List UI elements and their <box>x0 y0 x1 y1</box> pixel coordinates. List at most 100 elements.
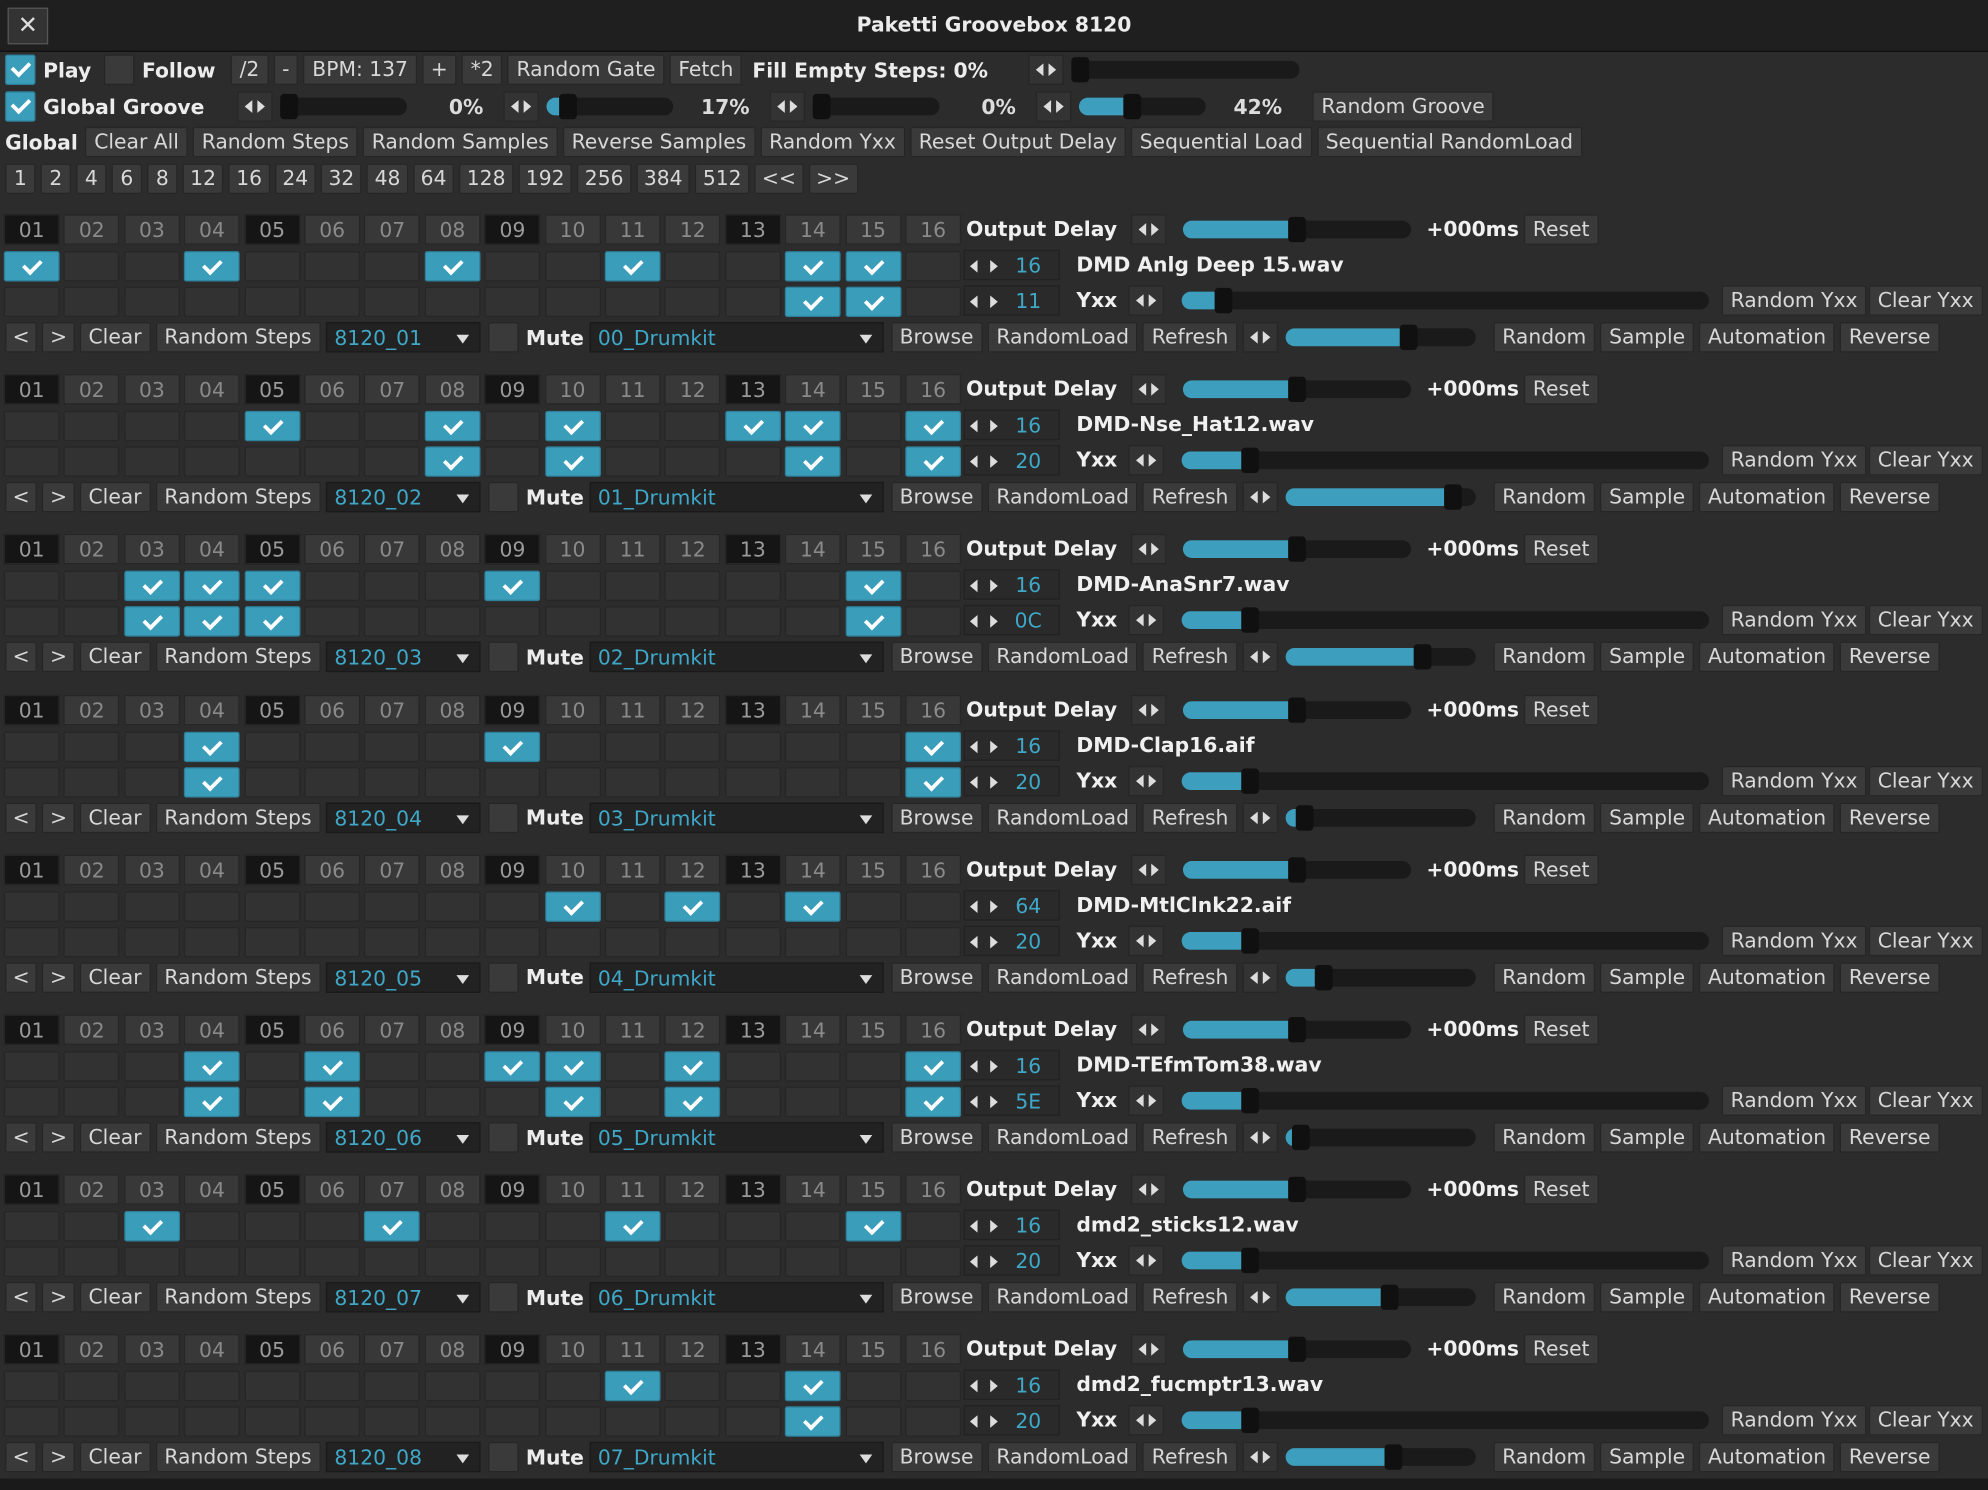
step-toggle[interactable] <box>184 251 240 282</box>
step-toggle[interactable] <box>905 1051 962 1082</box>
step-toggle[interactable] <box>3 411 60 442</box>
yxx-step-toggle[interactable] <box>664 286 721 318</box>
yxx-step-toggle[interactable] <box>724 606 781 638</box>
reverse-button[interactable]: Reverse <box>1840 1442 1940 1473</box>
yxx-step-toggle[interactable] <box>244 286 300 318</box>
yxx-step-toggle[interactable] <box>664 1406 721 1438</box>
step-toggle[interactable] <box>905 1211 962 1242</box>
random-button[interactable]: Random <box>1493 642 1596 673</box>
yxx-value-spinner[interactable]: 20 <box>963 925 1060 956</box>
instrument-dropdown[interactable]: 8120_04 <box>325 802 481 833</box>
step-toggle[interactable] <box>484 411 541 442</box>
step-toggle[interactable] <box>785 1371 841 1402</box>
bpm-half-button[interactable]: /2 <box>230 54 269 85</box>
next-button[interactable]: > <box>42 802 75 833</box>
mute-checkbox[interactable] <box>487 642 519 673</box>
output-delay-slider[interactable] <box>1182 1337 1412 1363</box>
step-length-button[interactable]: 128 <box>459 163 514 195</box>
step-toggle[interactable] <box>785 891 841 922</box>
step-toggle[interactable] <box>304 1371 361 1402</box>
step-toggle[interactable] <box>484 731 541 762</box>
close-button[interactable]: ✕ <box>7 7 49 45</box>
volume-stepper[interactable] <box>1242 962 1278 993</box>
volume-slider[interactable] <box>1285 1284 1476 1311</box>
randomload-button[interactable]: RandomLoad <box>987 322 1138 353</box>
step-toggle[interactable] <box>304 731 361 762</box>
yxx-step-toggle[interactable] <box>3 1406 60 1438</box>
steps-count-spinner[interactable]: 16 <box>963 249 1060 281</box>
clear-yxx-button[interactable]: Clear Yxx <box>1868 1245 1983 1276</box>
step-toggle[interactable] <box>304 1051 361 1082</box>
randomload-button[interactable]: RandomLoad <box>987 642 1138 673</box>
yxx-step-toggle[interactable] <box>184 926 240 958</box>
steps-count-spinner[interactable]: 16 <box>963 409 1060 441</box>
yxx-step-toggle[interactable] <box>664 766 721 798</box>
prev-button[interactable]: < <box>5 322 38 353</box>
yxx-value-spinner[interactable]: 20 <box>963 445 1060 476</box>
automation-button[interactable]: Automation <box>1699 642 1835 673</box>
yxx-step-toggle[interactable] <box>424 1246 481 1278</box>
step-toggle[interactable] <box>184 891 240 922</box>
yxx-step-toggle[interactable] <box>184 1246 240 1278</box>
drumkit-dropdown[interactable]: 02_Drumkit <box>589 642 884 673</box>
step-toggle[interactable] <box>244 1051 300 1082</box>
yxx-step-toggle[interactable] <box>304 1406 361 1438</box>
next-button[interactable]: > <box>42 962 75 993</box>
volume-slider[interactable] <box>1285 1124 1476 1151</box>
step-toggle[interactable] <box>244 891 300 922</box>
refresh-button[interactable]: Refresh <box>1142 642 1238 673</box>
step-toggle[interactable] <box>424 411 481 442</box>
yxx-step-toggle[interactable] <box>3 926 60 958</box>
yxx-step-toggle[interactable] <box>184 766 240 798</box>
step-toggle[interactable] <box>845 731 901 762</box>
step-toggle[interactable] <box>845 1211 901 1242</box>
step-toggle[interactable] <box>424 571 481 602</box>
random-gate-button[interactable]: Random Gate <box>507 54 665 85</box>
step-length-button[interactable]: 8 <box>147 163 178 195</box>
yxx-slider[interactable] <box>1181 767 1710 794</box>
instrument-dropdown[interactable]: 8120_03 <box>325 642 481 673</box>
step-toggle[interactable] <box>724 411 781 442</box>
step-toggle[interactable] <box>544 571 601 602</box>
step-toggle[interactable] <box>304 251 361 282</box>
step-toggle[interactable] <box>184 1211 240 1242</box>
step-toggle[interactable] <box>544 411 601 442</box>
groove-3-stepper[interactable] <box>769 91 806 122</box>
step-toggle[interactable] <box>604 1371 661 1402</box>
step-length-button[interactable]: 12 <box>182 163 224 195</box>
step-toggle[interactable] <box>63 411 120 442</box>
yxx-step-toggle[interactable] <box>3 1246 60 1278</box>
mute-checkbox[interactable] <box>487 1282 519 1313</box>
step-toggle[interactable] <box>63 891 120 922</box>
step-toggle[interactable] <box>184 1051 240 1082</box>
yxx-step-toggle[interactable] <box>724 926 781 958</box>
automation-button[interactable]: Automation <box>1699 962 1835 993</box>
global-reset-output-delay-button[interactable]: Reset Output Delay <box>909 126 1126 158</box>
bpm-double-button[interactable]: *2 <box>461 54 503 85</box>
yxx-value-spinner[interactable]: 5E <box>963 1085 1060 1116</box>
steps-count-spinner[interactable]: 16 <box>963 729 1060 761</box>
random-yxx-button[interactable]: Random Yxx <box>1721 285 1867 316</box>
step-toggle[interactable] <box>364 1371 421 1402</box>
yxx-stepper[interactable] <box>1128 1085 1164 1116</box>
yxx-step-toggle[interactable] <box>785 766 841 798</box>
yxx-step-toggle[interactable] <box>785 926 841 958</box>
volume-slider[interactable] <box>1285 964 1476 991</box>
step-toggle[interactable] <box>3 1211 60 1242</box>
clear-button[interactable]: Clear <box>79 322 151 353</box>
step-toggle[interactable] <box>184 411 240 442</box>
step-toggle[interactable] <box>664 891 721 922</box>
mute-checkbox[interactable] <box>487 962 519 993</box>
play-checkbox[interactable] <box>5 54 36 85</box>
yxx-slider[interactable] <box>1181 287 1710 314</box>
step-toggle[interactable] <box>604 251 661 282</box>
groove-4-slider[interactable] <box>1079 93 1206 120</box>
volume-stepper[interactable] <box>1242 482 1278 513</box>
step-length-button[interactable]: << <box>754 163 804 195</box>
step-toggle[interactable] <box>785 1211 841 1242</box>
clear-yxx-button[interactable]: Clear Yxx <box>1868 925 1983 956</box>
sample-button[interactable]: Sample <box>1600 1122 1695 1153</box>
yxx-step-toggle[interactable] <box>244 446 300 478</box>
yxx-step-toggle[interactable] <box>304 1086 361 1118</box>
yxx-value-spinner[interactable]: 20 <box>963 765 1060 796</box>
